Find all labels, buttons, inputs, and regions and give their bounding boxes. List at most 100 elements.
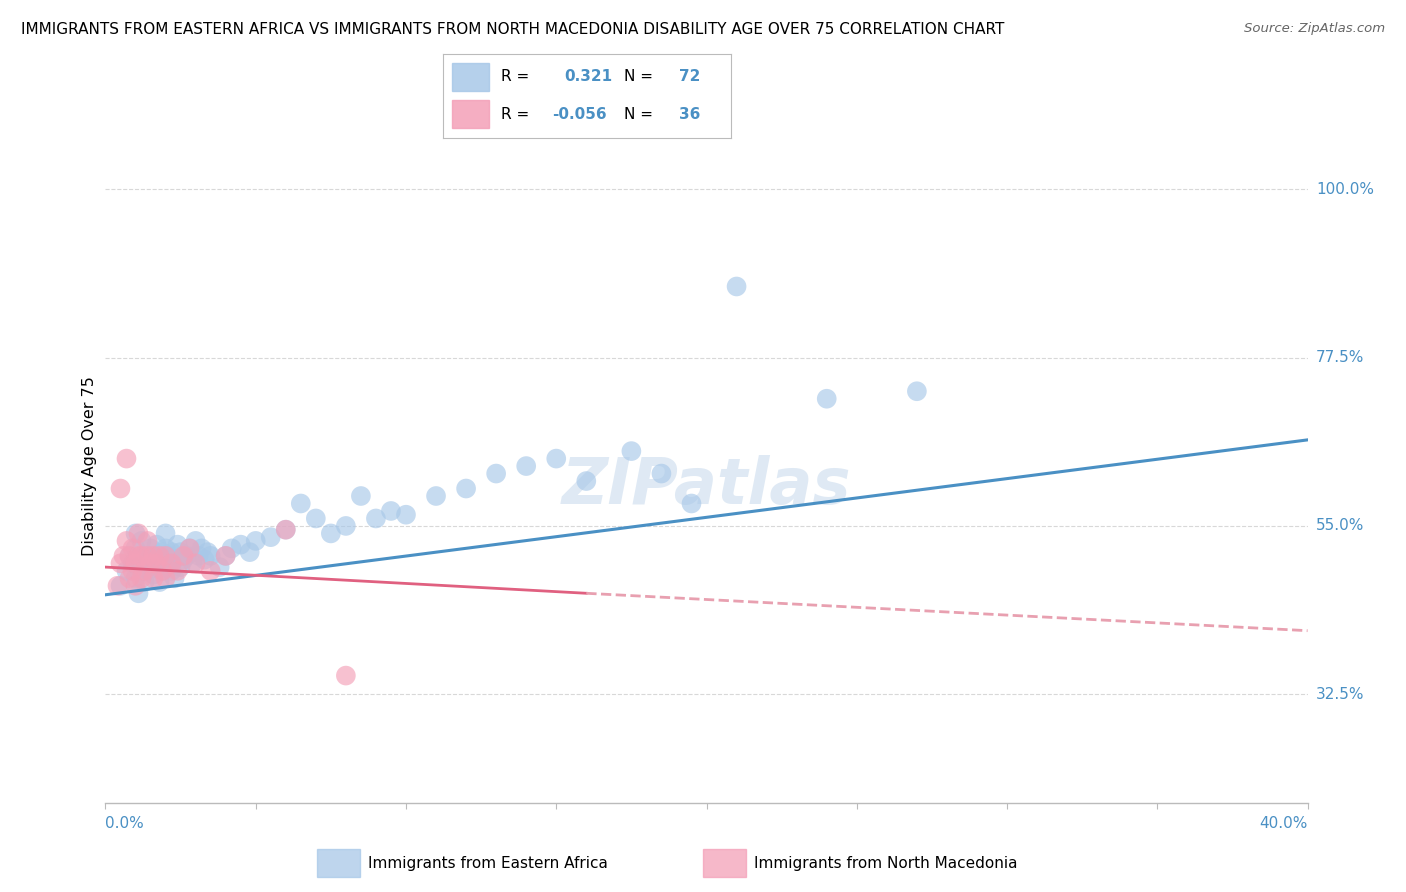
Point: [145, 557, 167, 571]
Point: [425, 489, 447, 503]
Point: [139, 557, 162, 571]
Point: [148, 549, 170, 563]
Point: [131, 533, 153, 548]
Point: [305, 511, 328, 525]
Point: [160, 545, 183, 559]
Text: N =: N =: [624, 70, 658, 85]
Point: [124, 579, 146, 593]
Point: [245, 533, 267, 548]
Point: [650, 467, 672, 481]
Point: [160, 564, 183, 578]
Point: [118, 549, 141, 563]
Point: [142, 549, 165, 563]
Point: [142, 567, 165, 582]
Point: [145, 538, 167, 552]
Point: [112, 549, 135, 563]
Point: [163, 552, 186, 566]
Point: [274, 523, 297, 537]
Text: IMMIGRANTS FROM EASTERN AFRICA VS IMMIGRANTS FROM NORTH MACEDONIA DISABILITY AGE: IMMIGRANTS FROM EASTERN AFRICA VS IMMIGR…: [21, 22, 1004, 37]
Point: [121, 557, 143, 571]
Point: [155, 549, 177, 563]
Text: ZIPatlas: ZIPatlas: [562, 455, 851, 517]
Point: [128, 586, 150, 600]
Point: [335, 668, 357, 682]
Point: [214, 549, 236, 563]
Text: Immigrants from North Macedonia: Immigrants from North Macedonia: [754, 855, 1018, 871]
Point: [136, 564, 159, 578]
Point: [155, 526, 177, 541]
Point: [152, 545, 174, 559]
Point: [155, 557, 177, 571]
Point: [395, 508, 418, 522]
Point: [155, 541, 177, 556]
Point: [115, 564, 138, 578]
Text: Immigrants from Eastern Africa: Immigrants from Eastern Africa: [368, 855, 609, 871]
Point: [169, 545, 191, 559]
Text: 36: 36: [679, 107, 700, 121]
Text: 55.0%: 55.0%: [1316, 518, 1364, 533]
Point: [157, 549, 180, 563]
Point: [124, 526, 146, 541]
Point: [335, 519, 357, 533]
Text: 72: 72: [679, 70, 700, 85]
Text: R =: R =: [501, 70, 534, 85]
Point: [190, 541, 212, 556]
Point: [725, 279, 748, 293]
Point: [124, 541, 146, 556]
Point: [260, 530, 283, 544]
Point: [229, 538, 252, 552]
Point: [134, 549, 156, 563]
Point: [187, 549, 209, 563]
Point: [575, 474, 598, 488]
Point: [118, 549, 141, 563]
Point: [197, 545, 219, 559]
Point: [160, 557, 183, 571]
Point: [239, 545, 262, 559]
Point: [124, 557, 146, 571]
Point: [274, 523, 297, 537]
Point: [166, 538, 188, 552]
Point: [121, 541, 143, 556]
Point: [121, 564, 143, 578]
Point: [110, 557, 132, 571]
Point: [173, 549, 195, 563]
Text: 77.5%: 77.5%: [1316, 350, 1364, 365]
Point: [905, 384, 928, 399]
Point: [131, 557, 153, 571]
Point: [115, 451, 138, 466]
Point: [148, 552, 170, 566]
Point: [166, 564, 188, 578]
Y-axis label: Disability Age Over 75: Disability Age Over 75: [82, 376, 97, 556]
Point: [155, 571, 177, 585]
Point: [142, 549, 165, 563]
Point: [110, 482, 132, 496]
Bar: [451, 62, 489, 91]
Point: [181, 557, 204, 571]
Point: [163, 571, 186, 585]
Point: [169, 560, 191, 574]
Text: N =: N =: [624, 107, 658, 121]
Point: [485, 467, 508, 481]
Point: [134, 564, 156, 578]
Point: [454, 482, 477, 496]
Point: [815, 392, 838, 406]
Point: [364, 511, 387, 525]
Point: [136, 549, 159, 563]
Point: [290, 496, 312, 510]
Text: R =: R =: [501, 107, 534, 121]
Point: [221, 541, 243, 556]
Text: -0.056: -0.056: [553, 107, 607, 121]
Bar: [703, 849, 747, 877]
Point: [145, 560, 167, 574]
Text: Source: ZipAtlas.com: Source: ZipAtlas.com: [1244, 22, 1385, 36]
Point: [200, 549, 222, 563]
Point: [139, 541, 162, 556]
Point: [380, 504, 402, 518]
Point: [194, 552, 217, 566]
Point: [184, 557, 207, 571]
Point: [319, 526, 342, 541]
Point: [152, 564, 174, 578]
Text: 40.0%: 40.0%: [1260, 816, 1308, 831]
Point: [184, 533, 207, 548]
Point: [110, 579, 132, 593]
